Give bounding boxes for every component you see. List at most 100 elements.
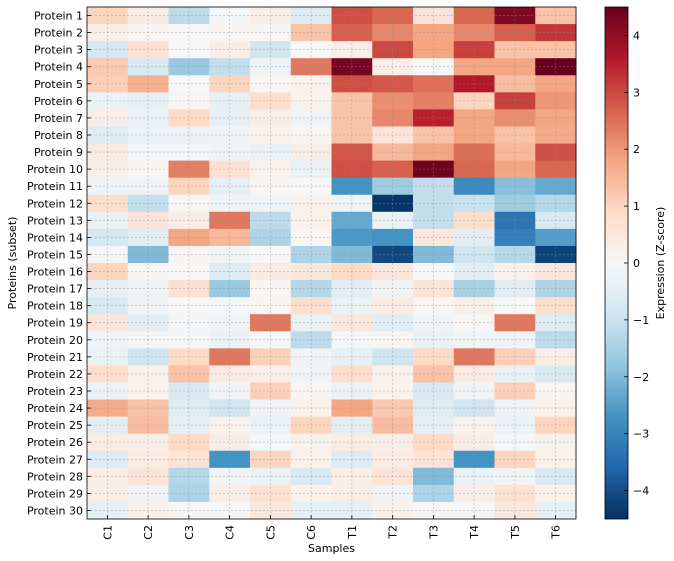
heatmap-cell [413, 484, 455, 503]
y-tick-label: Protein 10 [27, 163, 83, 176]
y-tick-label: Protein 22 [27, 368, 83, 381]
heatmap-cell [413, 41, 455, 59]
heatmap-cell [413, 177, 455, 196]
heatmap-cell [250, 160, 292, 179]
y-tick-label: Protein 28 [27, 470, 83, 483]
heatmap-cell [453, 245, 495, 264]
heatmap-cell [453, 58, 495, 76]
colorbar-tick-label: −2 [633, 371, 649, 384]
heatmap-cell [209, 365, 251, 383]
heatmap-cell [250, 433, 292, 452]
heatmap-cell [209, 433, 251, 452]
heatmap-cell [168, 160, 210, 179]
y-axis-ticks: Protein 1 Protein 2 Protein 3 Protein 4 Prot… [27, 10, 91, 517]
x-tick-label: C4 [224, 525, 237, 540]
heatmap-cell [209, 92, 251, 110]
y-tick-label: Protein 18 [27, 300, 83, 313]
heatmap-cell [209, 177, 251, 196]
heatmap-cell [168, 58, 210, 76]
y-tick-label: Protein 26 [27, 436, 83, 449]
heatmap-cell [413, 160, 455, 179]
x-tick-label: T2 [387, 525, 400, 540]
heatmap-cell [413, 314, 455, 332]
y-tick-label: Protein 20 [27, 334, 83, 347]
y-tick-label: Protein 14 [27, 231, 83, 244]
y-tick-label: Protein 17 [27, 283, 83, 296]
y-tick-label: Protein 12 [27, 197, 83, 210]
y-axis-title: Proteins (subset) [6, 217, 19, 310]
colorbar-tick-label: 3 [633, 86, 640, 99]
x-axis-ticks: C1 C2 C3 C4 C5 C6 T1 T2 T3 T4 T5 T6 [101, 515, 563, 540]
y-tick-label: Protein 29 [27, 487, 83, 500]
heatmap-cell [250, 484, 292, 503]
heatmap-cell [168, 501, 210, 520]
colorbar-tick-label: 0 [633, 257, 640, 270]
x-tick-label: T3 [427, 525, 440, 540]
y-tick-label: Protein 25 [27, 419, 83, 432]
heatmap-cell [209, 58, 251, 76]
heatmap-cell [209, 41, 251, 59]
heatmap-cell [453, 348, 495, 366]
heatmap-cell [250, 109, 292, 127]
heatmap-cell [413, 58, 455, 76]
y-tick-label: Protein 8 [34, 129, 83, 142]
y-tick-label: Protein 13 [27, 214, 83, 227]
heatmap-cell [413, 245, 455, 264]
colorbar-tick-label: 1 [633, 200, 640, 213]
heatmap-cell [250, 314, 292, 332]
colorbar-tick-label: −1 [633, 314, 649, 327]
heatmap-cell [453, 109, 495, 127]
heatmap-cell [250, 245, 292, 264]
colorbar-title: Expression (Z-score) [654, 207, 667, 320]
heatmap-cell [453, 314, 495, 332]
x-tick-label: C6 [305, 525, 318, 540]
y-tick-label: Protein 5 [34, 78, 83, 91]
heatmap-cell [453, 365, 495, 383]
heatmap-cell [168, 41, 210, 59]
heatmap-cell [209, 245, 251, 264]
y-tick-label: Protein 3 [34, 44, 83, 57]
y-tick-label: Protein 23 [27, 385, 83, 398]
y-tick-label: Protein 15 [27, 248, 83, 261]
heatmap-cell [209, 297, 251, 315]
colorbar-tick-label: 2 [633, 143, 640, 156]
heatmap-cell [168, 109, 210, 127]
heatmap-cell [168, 245, 210, 264]
heatmap-cell [413, 365, 455, 383]
x-tick-label: C1 [101, 525, 114, 540]
heatmap-cell [413, 416, 455, 435]
heatmap-cell [209, 484, 251, 503]
heatmap-cell [209, 109, 251, 127]
heatmap-cell [453, 177, 495, 196]
y-tick-label: Protein 7 [34, 112, 83, 125]
heatmap-cell [168, 348, 210, 366]
heatmap-cell [413, 348, 455, 366]
heatmap-cell [413, 297, 455, 315]
heatmap-cell [453, 41, 495, 59]
heatmap-cell [250, 41, 292, 59]
y-tick-label: Protein 27 [27, 453, 83, 466]
y-tick-label: Protein 11 [27, 180, 83, 193]
heatmap-cell [453, 501, 495, 520]
x-tick-label: T5 [509, 525, 522, 540]
x-tick-label: C3 [183, 525, 196, 540]
heatmap-cell [453, 228, 495, 247]
heatmap-cell [209, 228, 251, 247]
heatmap-cell [209, 314, 251, 332]
heatmap-cell [168, 484, 210, 503]
plot-frame [86, 6, 577, 520]
x-tick-label: C5 [264, 525, 277, 540]
heatmap-cell [209, 416, 251, 435]
heatmap-cell [168, 433, 210, 452]
colorbar-ticks: 4 3 2 1 0 −1 −2 −3 −4 [624, 29, 649, 498]
y-tick-label: Protein 6 [34, 95, 83, 108]
heatmap-cell [453, 484, 495, 503]
heatmap-cell [250, 228, 292, 247]
colorbar-tick-label: −4 [633, 485, 649, 498]
y-tick-label: Protein 24 [27, 402, 83, 415]
colorbar-tick-label: −3 [633, 428, 649, 441]
heatmap-cell [168, 416, 210, 435]
heatmap-grid [87, 7, 576, 519]
y-tick-label: Protein 30 [27, 504, 83, 517]
